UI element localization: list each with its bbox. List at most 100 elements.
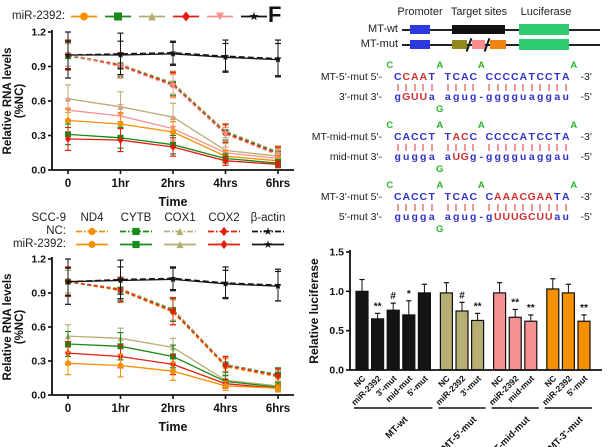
base-pair-line (505, 84, 508, 91)
sequence-column: C (386, 120, 394, 131)
svg-text:#: # (390, 291, 396, 302)
base-pair-line (513, 204, 516, 211)
bar-MT-mid-mut-NC (493, 292, 507, 371)
svg-text:1hr: 1hr (112, 178, 130, 190)
base-pair-line (556, 84, 559, 91)
base-pair-line (530, 204, 533, 211)
base-pair-line (522, 144, 525, 151)
rna-levels-chart-bottom: 0.0 0.3 0.6 0.9 1.2 0 1hr 2hrs 4hrs 6hrs Time Relat… (2, 254, 294, 434)
base-pair-line (547, 84, 550, 91)
legend-row-label: miR-2392: (12, 238, 66, 250)
base-pair-line (539, 144, 542, 151)
svg-text:4hrs: 4hrs (213, 403, 237, 415)
mut-site1-box (452, 40, 467, 49)
svg-text:Time: Time (159, 195, 188, 209)
base-pair-line (513, 144, 516, 151)
series-miR-2392 β-actin (black) (64, 266, 282, 302)
sequence-column: A- (477, 180, 485, 223)
base-pair-line (472, 144, 475, 151)
sequence-column: C (386, 60, 394, 71)
base-pair-line (564, 84, 567, 91)
svg-text:0.9: 0.9 (31, 288, 46, 300)
base-pair-line (463, 144, 466, 151)
base-pair-line (564, 204, 567, 211)
luciferase-panel: Promoter Target sites Luciferase MT-wt M… (306, 0, 608, 447)
bar-MT-wt-miR-2392 (370, 318, 385, 371)
base-pair-line (556, 144, 559, 151)
svg-text:0.0: 0.0 (329, 365, 344, 377)
svg-text:*: * (407, 289, 411, 300)
svg-text:0: 0 (65, 403, 71, 415)
legend-marker-triangle (164, 227, 196, 236)
base-pair-line (430, 144, 433, 151)
base-pair-line (522, 204, 525, 211)
svg-text:Relative RNA levels(%NC): Relative RNA levels(%NC) (2, 274, 26, 381)
bar-MT-wt-mid-mut (402, 314, 416, 371)
group-label: MT-5'-mut (440, 414, 480, 447)
bar-MT-5'-mut-miR-2392 (455, 310, 469, 371)
svg-text:1.0: 1.0 (329, 286, 344, 298)
construct-wt-name: MT-wt (368, 23, 398, 35)
base-pair-line (422, 204, 425, 211)
target-sites-wt-box (452, 25, 505, 34)
legend-scc9-genes: SCC-9 ND4 CYTB COX1 COX2 β-actin NC: miR-2392: (6, 212, 304, 251)
legend-marker-star (241, 11, 268, 20)
svg-text:2hrs: 2hrs (161, 403, 185, 415)
construct-row-wt: MT-wt (306, 23, 608, 36)
legend-marker-circle (76, 227, 108, 236)
sequence-end-labels: -3' -5' (580, 191, 592, 223)
bar-MT-wt-5'-mut (417, 292, 432, 371)
legend-header-gene: COX1 (164, 212, 196, 224)
base-pair-line (472, 204, 475, 211)
legend-header-gene: COX2 (208, 212, 240, 224)
legend-marker-triangle (164, 240, 196, 249)
base-pair-line (405, 144, 408, 151)
base-pair-line (522, 84, 525, 91)
legend-marker-square (120, 227, 152, 236)
base-pair-line (446, 144, 449, 151)
base-pair-line (513, 84, 516, 91)
legend-marker-invtriangle (207, 12, 234, 20)
bar-MT-mid-mut-miR-2392 (508, 316, 522, 371)
base-pair-line (430, 204, 433, 211)
base-pair-line (430, 84, 433, 91)
svg-text:#: # (459, 290, 465, 301)
panel-f-label: F (268, 2, 282, 27)
base-pair-line (396, 144, 399, 151)
luciferase-label: Luciferase (520, 6, 572, 18)
luciferase-box (519, 24, 569, 35)
promoter-box (410, 40, 430, 49)
series-miR-2392 black (64, 40, 282, 77)
promoter-box (410, 25, 430, 34)
group-label: MT-3'-mut (546, 414, 586, 447)
